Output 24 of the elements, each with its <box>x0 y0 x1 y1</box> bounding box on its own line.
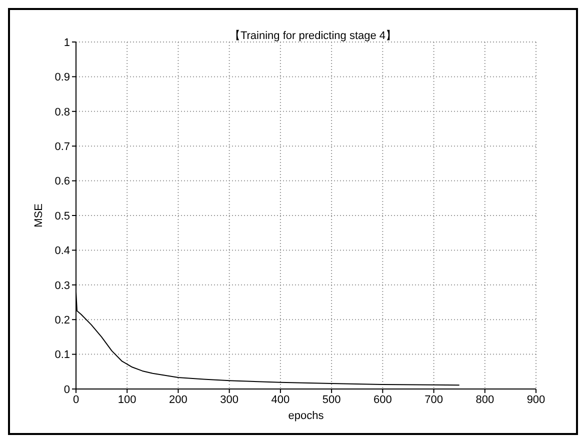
x-tick-label: 600 <box>373 394 392 406</box>
y-tick-label: 0.3 <box>54 280 70 292</box>
y-tick-label: 0.8 <box>54 106 70 118</box>
x-tick-label: 700 <box>424 394 443 406</box>
x-tick-label: 100 <box>118 394 136 406</box>
y-axis-title: MSE <box>32 204 45 228</box>
y-tick-label: 0.7 <box>54 141 70 154</box>
y-tick-label: 1 <box>64 36 70 49</box>
y-tick-label: 0.6 <box>54 176 70 188</box>
x-tick-label: 900 <box>526 394 546 406</box>
x-tick-label: 0 <box>72 394 80 406</box>
chart-title: 【Training for predicting stage 4】 <box>229 30 397 42</box>
x-tick-label: 400 <box>271 394 290 406</box>
x-tick-label: 500 <box>322 394 341 406</box>
y-tick-label: 0.9 <box>54 72 70 84</box>
y-tick-label: 0.1 <box>54 349 70 362</box>
x-tick-label: 200 <box>169 394 188 406</box>
y-tick-label: 0.4 <box>54 245 70 258</box>
x-tick-label: 300 <box>220 394 239 406</box>
x-axis-title: epochs <box>288 410 324 422</box>
y-tick-label: 0 <box>64 384 70 396</box>
y-tick-label: 0.5 <box>54 210 70 222</box>
y-tick-label: 0.2 <box>54 314 70 327</box>
x-tick-label: 800 <box>476 394 494 406</box>
